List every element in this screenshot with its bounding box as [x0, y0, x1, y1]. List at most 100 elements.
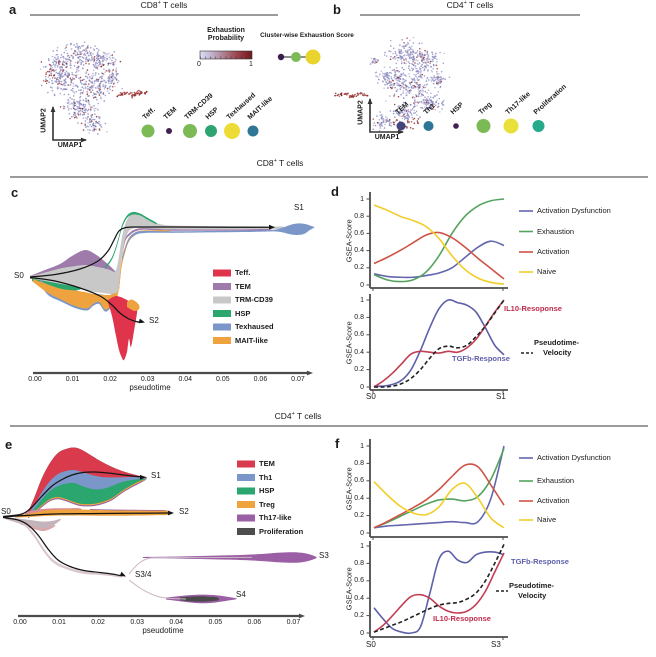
umap-point — [109, 85, 112, 87]
umap-point — [410, 87, 413, 89]
umap-point — [427, 111, 429, 113]
umap-point — [56, 87, 59, 90]
umap-point — [432, 96, 435, 99]
umap-point — [51, 64, 53, 67]
umap-point — [80, 63, 82, 66]
umap-point — [126, 91, 128, 94]
umap-point — [76, 62, 79, 64]
umap-point — [84, 82, 86, 85]
umap-point — [439, 111, 441, 113]
umap-point — [415, 101, 417, 104]
umap-point — [93, 65, 96, 67]
umap-point — [408, 73, 410, 75]
label-velocity-line1-cd4: Pseudotime- — [509, 581, 555, 590]
umap-point — [68, 101, 70, 103]
umap-point — [59, 56, 62, 59]
label-tgfb-response-cd8: TGFb-Response — [452, 354, 510, 363]
umap-point — [104, 81, 107, 84]
umap-point — [52, 50, 55, 52]
umap-point — [418, 71, 421, 73]
umap-point — [416, 77, 419, 79]
umap-point — [72, 105, 75, 107]
umap-point — [379, 127, 382, 129]
umap-point — [109, 54, 112, 57]
stream-legend-label: Proliferation — [259, 526, 304, 536]
umap-point — [390, 55, 392, 58]
umap-point — [104, 52, 106, 54]
umap-point — [106, 130, 108, 133]
umap-point — [45, 78, 47, 80]
umap-point — [406, 105, 409, 108]
stream-legend-swatch — [213, 283, 231, 290]
umap-point — [65, 44, 68, 47]
umap-point — [96, 47, 98, 50]
umap-point — [380, 114, 383, 116]
umap-point — [89, 53, 92, 55]
umap-point — [73, 92, 76, 94]
umap-point — [417, 54, 419, 56]
cluster-label-cd8: HSP — [204, 106, 221, 122]
umap-point — [405, 60, 408, 62]
umap-point — [93, 107, 95, 110]
umap-point — [406, 110, 408, 112]
umap-point — [412, 49, 414, 51]
umap-point — [343, 93, 346, 95]
umap-point — [391, 69, 394, 72]
umap-point — [353, 95, 356, 97]
stream-cd4-node-s34: S3/4 — [135, 570, 152, 579]
umap-point — [82, 99, 85, 102]
umap-point — [340, 92, 343, 94]
umap-point — [378, 124, 381, 126]
umap-point — [430, 65, 432, 68]
umap-point — [64, 57, 67, 60]
umap-point — [93, 130, 95, 132]
umap-point — [98, 117, 101, 120]
umap-point — [72, 77, 74, 80]
umap-point — [406, 54, 409, 56]
arrowhead — [168, 510, 174, 516]
umap-point — [411, 45, 413, 48]
umap-point — [403, 59, 405, 61]
gsea-y-tick: 0.2 — [354, 512, 364, 520]
umap-point — [111, 56, 114, 59]
umap-point — [444, 78, 446, 80]
umap-point — [84, 104, 87, 106]
umap-point — [109, 62, 112, 65]
umap-point — [64, 88, 67, 90]
umap-point — [85, 58, 87, 60]
umap-point — [57, 73, 59, 75]
umap-point — [388, 81, 391, 84]
umap-point — [440, 80, 443, 83]
umap-point — [93, 49, 96, 52]
umap-point — [395, 62, 398, 65]
umap-point — [415, 110, 418, 113]
umap-point — [57, 59, 60, 61]
umap-point — [49, 78, 51, 80]
stream-x-tick: 0.04 — [178, 376, 193, 383]
umap-point — [67, 105, 69, 107]
umap-point — [408, 116, 411, 118]
umap-point — [382, 72, 384, 75]
panel-a-letter: a — [9, 2, 17, 17]
umap-point — [422, 62, 425, 64]
umap-point — [394, 58, 397, 60]
label-velocity-line2-cd4: Velocity — [518, 591, 547, 600]
umap-point — [112, 69, 114, 71]
umap-point — [418, 101, 421, 103]
umap-point — [111, 79, 113, 82]
umap-point — [398, 105, 400, 107]
umap-point — [82, 50, 84, 52]
umap-point — [61, 89, 64, 91]
umap-point — [47, 76, 50, 78]
umap-point — [94, 122, 97, 125]
umap-point — [429, 104, 431, 107]
stream-legend-label: TEM — [259, 459, 275, 468]
umap-point — [89, 106, 92, 108]
umap-point — [419, 71, 422, 73]
umap-point — [72, 90, 75, 93]
umap-point — [400, 52, 402, 55]
umap-point — [85, 117, 87, 119]
umap-point — [81, 104, 83, 106]
umap-point — [93, 84, 95, 86]
umap-point — [434, 104, 437, 106]
